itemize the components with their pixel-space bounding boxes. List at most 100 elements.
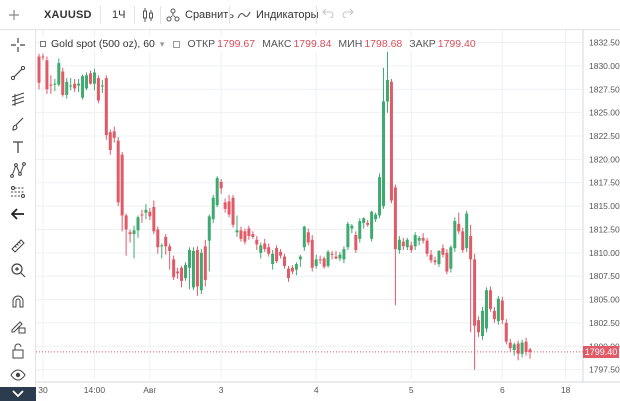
x-tick-label: 6 bbox=[500, 385, 505, 395]
candle-down bbox=[239, 230, 243, 239]
legend-title[interactable]: Gold spot (500 oz), 60 bbox=[51, 38, 155, 50]
candle-down bbox=[500, 300, 504, 321]
candle-down bbox=[516, 343, 520, 354]
candle-down bbox=[445, 252, 449, 272]
candle-up bbox=[160, 245, 164, 247]
low-value: 1798.68 bbox=[364, 38, 403, 50]
pattern-tool[interactable] bbox=[6, 159, 30, 181]
candle-down bbox=[473, 259, 477, 326]
settings-square-icon[interactable] bbox=[173, 40, 181, 48]
candle-down bbox=[152, 207, 156, 232]
candle-down bbox=[61, 71, 65, 95]
candle-down bbox=[306, 232, 310, 243]
brush-tool[interactable] bbox=[6, 113, 30, 135]
lock-icon bbox=[12, 343, 24, 359]
chevron-down-icon[interactable]: ▾ bbox=[159, 38, 165, 49]
price-chart[interactable]: 1832.50 1830.00 1827.50 1825.00 1822.50 1820.… bbox=[36, 30, 620, 401]
indicators-button[interactable]: Индикаторы bbox=[237, 0, 319, 29]
candle-up bbox=[271, 253, 275, 265]
candle-down bbox=[231, 197, 235, 225]
candle-down bbox=[334, 256, 338, 259]
candle-down bbox=[172, 259, 176, 278]
redo-button[interactable] bbox=[342, 0, 354, 29]
trend-line-tool[interactable] bbox=[6, 62, 30, 84]
candle-down bbox=[318, 259, 322, 261]
candle-up bbox=[215, 178, 219, 206]
visibility-tool[interactable] bbox=[6, 364, 30, 386]
y-tick-label: 1805.00 bbox=[589, 295, 620, 305]
candle-down bbox=[528, 349, 532, 352]
candle-down bbox=[116, 140, 120, 203]
lock-tool[interactable] bbox=[6, 340, 30, 362]
candle-up bbox=[370, 211, 374, 239]
text-icon bbox=[13, 141, 23, 153]
measure-levels-icon bbox=[11, 186, 25, 198]
candle-up bbox=[346, 223, 350, 248]
candle-up bbox=[57, 63, 61, 85]
compare-button[interactable]: Сравнить bbox=[166, 0, 234, 29]
pitchfork-tool[interactable] bbox=[6, 88, 30, 110]
candle-down bbox=[73, 83, 77, 89]
candle-up bbox=[397, 239, 401, 251]
candle-down bbox=[41, 56, 45, 58]
close-label: ЗАКР bbox=[409, 38, 436, 50]
compare-label: Сравнить bbox=[185, 8, 235, 21]
candle-down bbox=[322, 258, 326, 267]
candle-down bbox=[279, 251, 283, 256]
x-tick-label: 4 bbox=[314, 385, 319, 395]
candle-up bbox=[342, 249, 346, 260]
candle-up bbox=[417, 237, 421, 241]
candle-down bbox=[112, 131, 116, 138]
y-tick-label: 1817.50 bbox=[589, 178, 620, 188]
candle-down bbox=[128, 232, 132, 235]
candle-up bbox=[69, 85, 73, 87]
candles-icon bbox=[142, 7, 154, 23]
back-button[interactable] bbox=[6, 203, 30, 225]
candle-up bbox=[211, 197, 215, 220]
candle-down bbox=[267, 247, 271, 254]
collapse-legend-icon[interactable] bbox=[40, 41, 46, 47]
current-price-tag: 1799.40 bbox=[583, 345, 619, 358]
candle-up bbox=[326, 251, 330, 266]
candle-up bbox=[144, 209, 148, 213]
y-tick-label: 1820.00 bbox=[589, 154, 620, 164]
text-tool[interactable] bbox=[6, 136, 30, 158]
candle-up bbox=[100, 85, 104, 87]
collapse-toolbar-button[interactable] bbox=[0, 387, 36, 401]
crosshair-tool[interactable] bbox=[6, 34, 30, 56]
magnet-tool[interactable] bbox=[6, 290, 30, 312]
zoom-in-tool[interactable] bbox=[6, 259, 30, 281]
candle-down bbox=[37, 56, 41, 83]
lock-drawing-tool[interactable] bbox=[6, 315, 30, 337]
candle-down bbox=[393, 187, 397, 250]
add-symbol-icon bbox=[8, 9, 20, 21]
interval-button[interactable]: 1Ч bbox=[112, 8, 126, 21]
y-tick-label: 1830.00 bbox=[589, 61, 620, 71]
candle-up bbox=[207, 216, 211, 241]
high-label: МАКС bbox=[262, 38, 292, 50]
measure-levels-tool[interactable] bbox=[6, 181, 30, 203]
candle-up bbox=[481, 310, 485, 337]
candle-down bbox=[421, 237, 425, 241]
undo-button[interactable] bbox=[322, 0, 334, 29]
candle-up bbox=[85, 75, 89, 89]
candle-down bbox=[354, 235, 358, 251]
candle-up bbox=[92, 72, 96, 84]
lock-drawing-icon bbox=[11, 321, 26, 334]
candle-up bbox=[65, 81, 69, 95]
x-tick-label: 3 bbox=[219, 385, 224, 395]
eye-icon bbox=[10, 369, 26, 381]
ruler-tool[interactable] bbox=[6, 235, 30, 257]
indicators-icon bbox=[237, 10, 251, 20]
symbol-name[interactable]: XAUUSD bbox=[44, 8, 92, 21]
candle-down bbox=[488, 290, 492, 309]
candle-up bbox=[199, 252, 203, 291]
chart-type-button[interactable] bbox=[142, 0, 154, 29]
candle-down bbox=[104, 78, 108, 136]
candle-up bbox=[378, 177, 382, 216]
candle-up bbox=[453, 221, 457, 249]
y-tick-label: 1807.50 bbox=[589, 271, 620, 281]
candle-down bbox=[219, 181, 223, 189]
menu-icon-area[interactable] bbox=[8, 0, 20, 29]
candle-up bbox=[382, 101, 386, 207]
